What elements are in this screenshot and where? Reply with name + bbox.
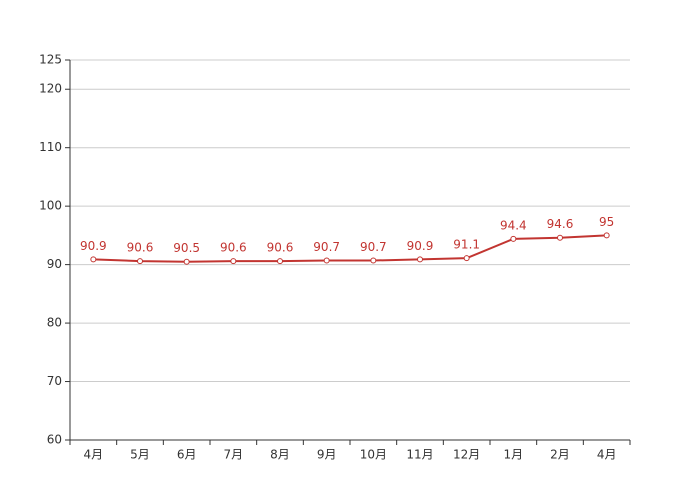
point [417,256,423,263]
x-tick-label: 7月 [224,448,244,462]
point [370,257,377,264]
x-tick-label: 9月 [317,448,337,462]
y-tick-label: 100 [39,199,62,213]
x-tick-label: 8月 [270,448,290,462]
data-label: 90.7 [360,240,387,254]
point [277,258,283,265]
point [463,255,470,262]
y-tick-label: 70 [47,374,62,388]
x-tick-label: 4月 [84,448,104,462]
y-tick-label: 90 [47,257,62,271]
y-tick-label: 125 [39,53,62,67]
data-label: 90.6 [267,241,294,255]
x-tick-label: 12月 [453,448,480,462]
x-tick-label: 4月 [597,448,617,462]
point [230,258,237,265]
data-label: 90.5 [173,241,200,255]
point [323,257,330,264]
x-tick-label: 6月 [177,448,197,462]
x-tick-label: 1月 [504,448,524,462]
point [510,235,517,242]
data-label: 90.9 [80,239,107,253]
x-tick-label: 2月 [550,448,570,462]
x-tick-label: 5月 [130,448,150,462]
x-tick-label: 11月 [406,448,433,462]
point [137,258,143,265]
data-label: 90.9 [407,239,434,253]
data-label: 94.4 [500,218,527,232]
point [90,256,97,263]
series-line [93,234,607,263]
data-label: 90.7 [313,240,340,254]
x-tick-label: 10月 [360,448,387,462]
data-label: 90.6 [127,241,154,255]
data-label: 90.6 [220,241,247,255]
point [603,232,610,239]
y-tick-label: 110 [39,140,62,154]
data-label: 94.6 [547,217,574,231]
data-label: 91.1 [453,238,480,252]
y-tick-label: 120 [39,82,62,96]
y-tick-label: 80 [47,316,62,330]
point [183,258,190,265]
point [557,234,563,241]
data-label: 95 [599,215,614,229]
y-tick-label: 60 [47,433,62,447]
